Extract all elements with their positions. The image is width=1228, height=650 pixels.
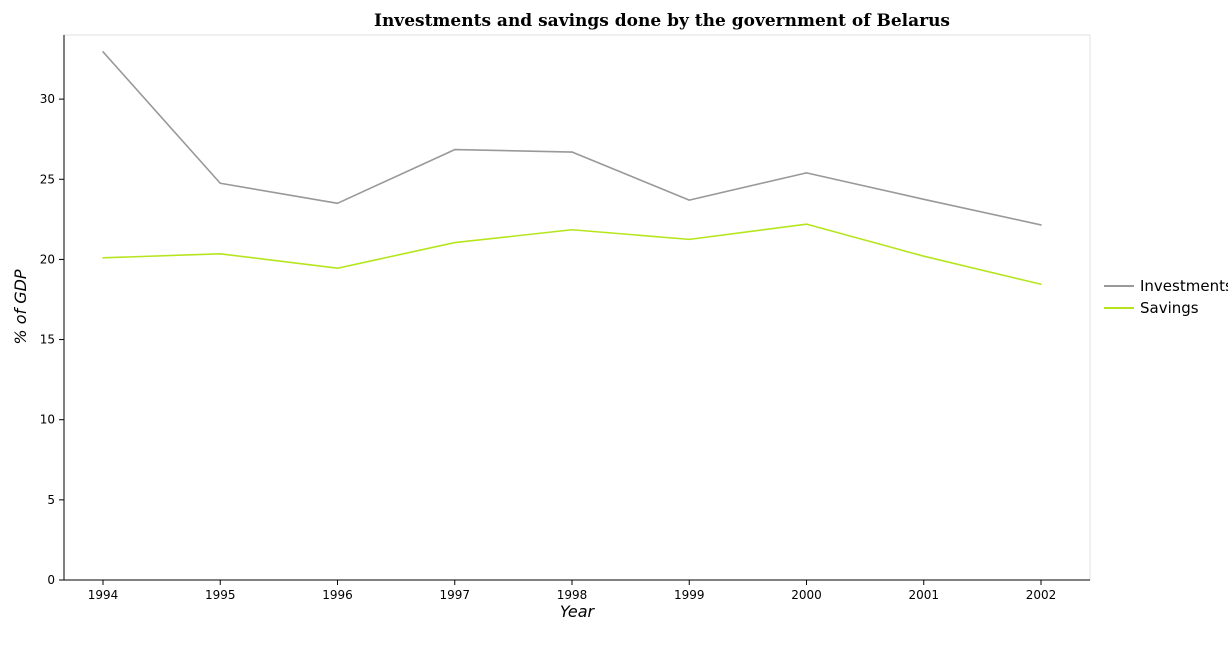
data-point-investments	[219, 182, 222, 185]
y-tick-label: 0	[47, 573, 55, 587]
data-point-investments	[1040, 224, 1042, 226]
data-point-investments	[102, 51, 104, 53]
series-lines	[102, 51, 1042, 286]
data-point-investments	[571, 151, 573, 153]
data-point-savings	[805, 223, 808, 225]
x-tick-label: 2001	[908, 588, 939, 602]
data-point-savings	[219, 253, 222, 255]
data-point-investments	[336, 202, 339, 205]
x-tick-label: 1996	[322, 588, 353, 602]
chart-title: Investments and savings done by the gove…	[374, 11, 950, 31]
x-axis-title: Year	[560, 602, 596, 621]
data-point-savings	[102, 257, 104, 259]
y-axis: 0 5 10 15 20 25 30	[40, 35, 65, 587]
data-point-investments	[453, 148, 456, 151]
y-tick-label: 30	[40, 92, 55, 106]
x-tick-label: 1994	[88, 588, 119, 602]
y-tick-label: 5	[47, 493, 55, 507]
x-tick-label: 2000	[791, 588, 822, 602]
data-point-savings	[688, 238, 691, 241]
legend-label-investments: Investments	[1140, 277, 1228, 295]
plot-frame	[63, 34, 1091, 581]
x-axis: 1994 1995 1996 1997 1998 1999 2000 2001 2002	[64, 579, 1090, 602]
y-axis-title: % of GDP	[11, 269, 30, 345]
y-tick-label: 25	[40, 172, 55, 186]
y-tick-label: 10	[40, 413, 55, 427]
data-point-savings	[336, 267, 339, 270]
plot-area	[63, 34, 1091, 581]
x-tick-label: 1999	[674, 588, 705, 602]
x-tick-label: 1995	[205, 588, 236, 602]
data-point-investments	[922, 198, 925, 201]
data-point-savings	[453, 241, 456, 244]
data-point-savings	[571, 228, 573, 231]
data-point-investments	[805, 172, 808, 174]
legend-label-savings: Savings	[1140, 299, 1199, 317]
y-tick-label: 20	[40, 252, 55, 266]
x-tick-label: 1997	[439, 588, 470, 602]
y-tick-label: 15	[40, 333, 55, 347]
x-tick-label: 2002	[1026, 588, 1057, 602]
data-point-savings	[1040, 283, 1042, 286]
x-tick-label: 1998	[557, 588, 588, 602]
legend: Investments Savings	[1104, 277, 1228, 317]
data-point-investments	[688, 199, 691, 201]
data-point-savings	[922, 255, 925, 258]
